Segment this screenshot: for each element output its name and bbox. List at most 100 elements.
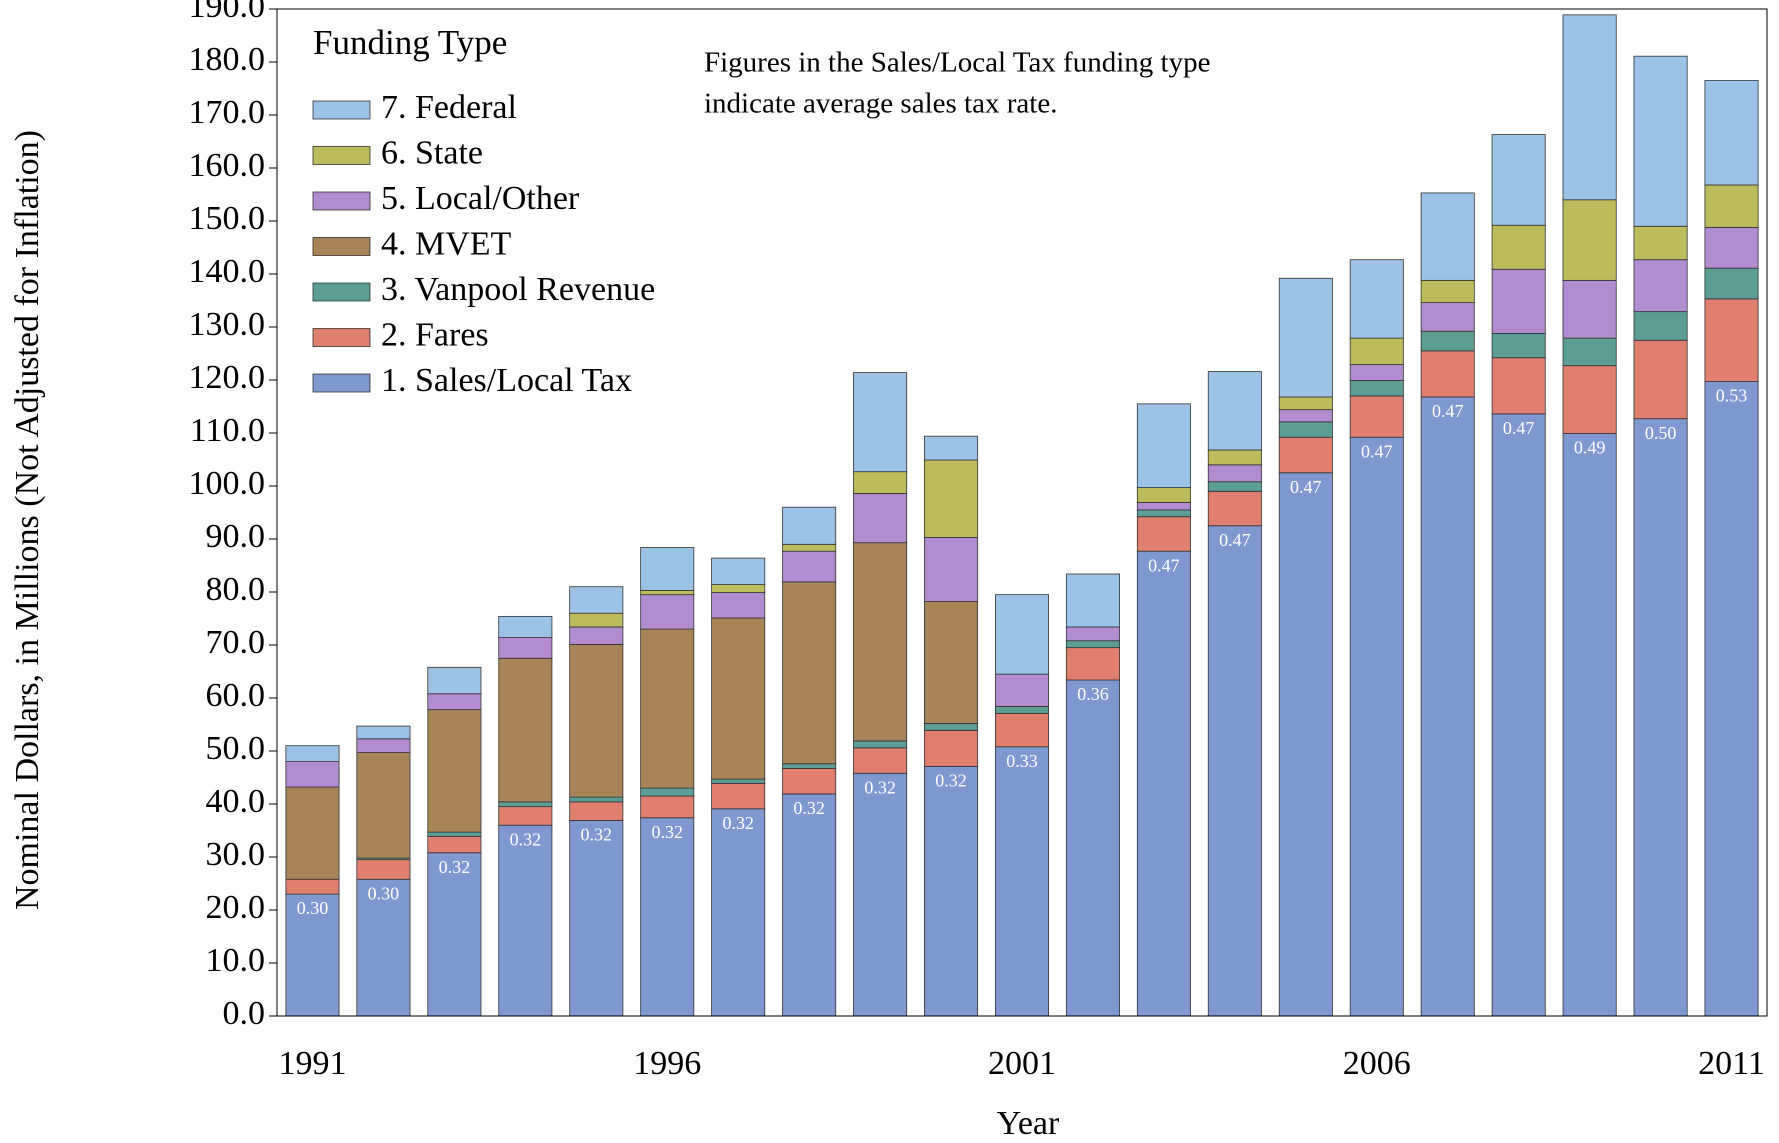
bar-segment [1136,550,1191,1017]
bar-segment [1704,80,1759,186]
bar-segment [1562,199,1617,281]
y-tick-label: 140.0 [189,253,266,290]
bar-segment [285,893,340,1017]
bar-segment [1278,409,1333,423]
bar-segment [498,657,553,803]
bar-segment [640,817,695,1017]
bar-segment [356,725,411,740]
bar-segment [285,878,340,895]
bar-segment [994,594,1050,675]
bar-segment [1420,350,1475,398]
bar-segment [853,372,908,473]
bar-segment [356,738,411,753]
bar-segment [1065,640,1120,649]
bar-segment [1207,525,1262,1017]
bar-segment [1349,259,1404,339]
bar-segment [1349,337,1404,366]
bar-segment [1704,184,1759,228]
bar-segment [1633,259,1688,313]
bar-segment [1136,487,1191,503]
bar-segment [782,506,837,545]
bar-segment [853,772,908,1017]
bar-segment [711,808,766,1017]
bar-segment [569,820,624,1017]
bar-segment [1562,365,1617,434]
y-tick-label: 70.0 [206,624,266,661]
bar-segment [1633,339,1688,420]
legend-swatch [312,328,371,347]
x-axis-title: Year [997,1105,1060,1142]
rate-label: 0.32 [722,813,754,833]
bar-segment [1278,436,1333,474]
bar-segment [1491,413,1546,1017]
annotation: indicate average sales tax rate. [704,88,1057,120]
rate-label: 0.47 [1361,441,1393,461]
y-tick-label: 30.0 [206,836,266,873]
bar-segment [285,745,340,763]
y-tick-label: 180.0 [189,41,266,78]
bar-segment [1633,418,1688,1017]
bar-segment [356,859,411,880]
y-axis-title: Nominal Dollars, in Millions (Not Adjust… [9,130,46,910]
legend-swatch [312,191,371,211]
bar-segment [782,581,837,765]
legend-label: 5. Local/Other [381,180,580,217]
y-tick-label: 120.0 [189,359,266,396]
bar-segment [1278,277,1333,398]
y-tick-label: 150.0 [189,200,266,237]
bar-segment [498,615,553,638]
bar-segment [569,626,624,645]
bar-segment [711,584,766,593]
legend-swatch [312,282,371,302]
bar-segment [1420,279,1475,304]
bar-segment [285,786,340,880]
bar-segment [569,586,624,614]
y-tick-label: 80.0 [206,571,266,608]
y-tick-label: 90.0 [206,518,266,555]
bar-segment [1633,225,1688,261]
bar-segment [569,796,624,803]
y-tick-label: 100.0 [189,465,266,502]
y-tick-label: 60.0 [206,677,266,714]
bar-segment [1420,192,1475,281]
y-tick-label: 20.0 [206,889,266,926]
y-tick-label: 0.0 [223,995,266,1032]
y-tick-label: 160.0 [189,147,266,184]
bar-segment [1491,357,1546,415]
y-tick-label: 130.0 [189,306,266,343]
bar-segment [427,693,482,711]
bar-segment [1207,449,1262,466]
legend-label: 1. Sales/Local Tax [381,362,632,399]
plot-frame [276,8,1768,1017]
bar-segment [1207,490,1262,527]
bar-segment [853,747,908,774]
rate-label: 0.47 [1432,401,1464,421]
bar-segment [1562,14,1617,201]
rate-label: 0.30 [297,898,329,918]
bar-segment [1278,396,1333,411]
legend-swatch [312,373,371,393]
bar-segment [924,601,979,724]
bar-segment [1207,464,1262,483]
bar-segment [1420,330,1475,352]
bar-segment [569,644,624,798]
bar-segment [498,637,553,659]
bar-segment [569,612,624,628]
bar-segment [1562,433,1617,1017]
bar-segment [640,787,695,797]
bar-segment [1136,502,1191,511]
bar-segment [853,493,908,544]
rate-label: 0.47 [1219,530,1251,550]
bar-segment [1633,311,1688,341]
rate-label: 0.50 [1645,423,1677,443]
bar-segment [782,550,837,583]
bar-segment [924,537,979,602]
bar-segment [498,806,553,826]
bar-segment [782,768,837,795]
rate-label: 0.30 [368,883,400,903]
bar-segment [498,824,553,1017]
bar-segment [853,740,908,749]
bar-segment [1562,337,1617,367]
bar-segment [1704,267,1759,300]
